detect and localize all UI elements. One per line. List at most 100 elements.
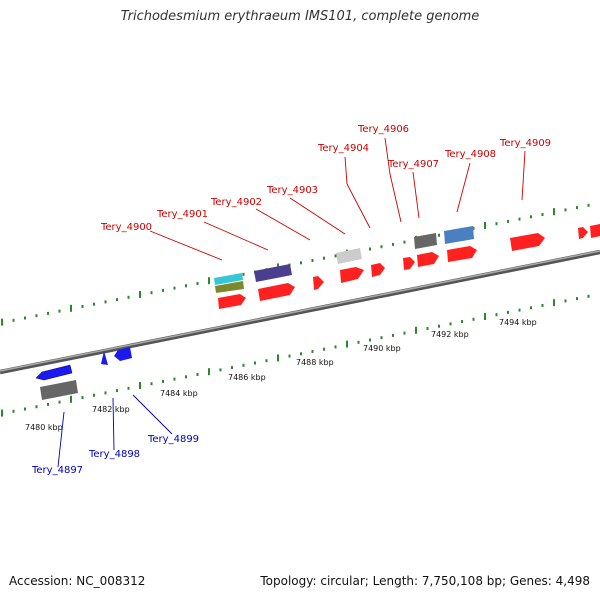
dotted-track-mark: [231, 366, 233, 370]
gene-arrow-tery-4909[interactable]: [510, 233, 545, 251]
gene-arrow-tery-4907[interactable]: [417, 252, 439, 267]
dotted-track-mark: [208, 368, 210, 376]
dotted-track-mark: [587, 203, 590, 207]
dotted-track-mark: [507, 219, 509, 223]
dotted-track-mark: [518, 217, 521, 221]
dotted-track-mark: [35, 405, 38, 409]
gene-feature-lightgrey-box: [336, 248, 362, 264]
reverse-genes: [35, 347, 132, 400]
dotted-track-mark: [587, 294, 590, 298]
dotted-track-mark: [392, 242, 394, 246]
dotted-track-mark: [242, 363, 245, 367]
dotted-track-mark: [530, 306, 532, 310]
dotted-track-mark: [58, 400, 61, 404]
gene-arrow-tery-4900[interactable]: [218, 294, 246, 309]
dotted-track-mark: [334, 254, 337, 258]
scale-tick-label: 7490 kbp: [363, 344, 401, 353]
gene-label[interactable]: Tery_4907: [387, 159, 439, 170]
dotted-track-mark: [300, 261, 302, 265]
dotted-track-mark: [47, 311, 49, 315]
gene-arrow-tery-4899[interactable]: [114, 347, 132, 361]
gene-arrow-tery-4908[interactable]: [447, 246, 477, 262]
dotted-track-mark: [139, 382, 141, 389]
genome-title: Trichodesmium erythraeum IMS101, complet…: [120, 9, 480, 24]
dotted-track-mark: [288, 354, 291, 358]
scale-tick-label: 7494 kbp: [499, 318, 537, 327]
dotted-track-mark: [196, 282, 199, 285]
dotted-track-mark: [564, 208, 567, 212]
gene-label[interactable]: Tery_4899: [147, 434, 199, 445]
dotted-track-mark: [35, 314, 38, 318]
dotted-track-mark: [162, 288, 164, 292]
gene-labels: Tery_4897 Tery_4898 Tery_4899 Tery_4900 …: [31, 124, 551, 476]
dotted-track-mark: [93, 302, 95, 306]
scale-tick-label: 7488 kbp: [296, 358, 334, 367]
scale-tick-label: 7484 kbp: [160, 389, 198, 398]
dotted-track-mark: [518, 308, 521, 312]
dotted-track-mark: [173, 286, 176, 290]
dotted-track-mark: [116, 298, 118, 302]
dotted-track-mark: [277, 354, 279, 362]
dotted-track-mark: [495, 222, 498, 226]
gene-arrow-partial-right[interactable]: [578, 227, 588, 239]
gene-label[interactable]: Tery_4906: [357, 124, 409, 135]
dotted-track-mark: [300, 352, 302, 356]
dotted-track-mark: [150, 382, 153, 386]
gene-arrow-tery-4904[interactable]: [371, 263, 385, 277]
gene-label[interactable]: Tery_4900: [100, 222, 152, 233]
dotted-track-mark: [12, 318, 15, 322]
genome-summary-text: Topology: circular; Length: 7,750,108 bp…: [260, 574, 590, 588]
gene-label[interactable]: Tery_4909: [499, 138, 551, 149]
dotted-track-mark: [127, 295, 130, 299]
dotted-track-mark: [70, 395, 72, 403]
gene-arrow-tery-4897[interactable]: [35, 364, 73, 381]
dotted-track-mark: [196, 373, 199, 376]
dotted-track-mark: [392, 333, 394, 337]
dotted-track-mark: [449, 322, 452, 326]
gene-feature-cyan-box: [214, 273, 243, 285]
gene-arrow-tery-4902[interactable]: [313, 276, 324, 290]
genome-backbone: [0, 249, 600, 375]
dotted-track-mark: [81, 305, 84, 308]
dotted-track-mark: [323, 347, 325, 351]
dotted-track-mark: [116, 389, 118, 393]
dotted-track-mark: [507, 310, 509, 314]
dotted-track-mark: [219, 368, 222, 372]
dotted-track-mark: [70, 304, 72, 312]
gene-feature-purple-box: [254, 264, 292, 282]
dotted-track-mark: [24, 407, 26, 411]
dotted-track-mark: [311, 259, 314, 262]
gene-label[interactable]: Tery_4898: [88, 449, 140, 460]
gene-label[interactable]: Tery_4903: [266, 185, 318, 196]
dotted-track-mark: [357, 340, 360, 344]
genome-backbone-highlight: [0, 250, 600, 372]
dotted-track-mark: [104, 300, 107, 304]
dotted-track-mark: [127, 386, 130, 390]
dotted-track-mark: [484, 313, 486, 320]
gene-label[interactable]: Tery_4897: [31, 465, 83, 476]
dotted-track-mark: [162, 379, 164, 383]
dotted-track-mark: [553, 299, 555, 307]
gene-arrow-partial-right-2[interactable]: [590, 224, 600, 238]
gene-label[interactable]: Tery_4902: [210, 197, 262, 208]
gene-arrow-tery-4901[interactable]: [258, 283, 295, 301]
gene-arrow-tery-4898[interactable]: [101, 351, 108, 365]
scale-tick-label: 7486 kbp: [228, 373, 266, 382]
gene-label[interactable]: Tery_4908: [444, 149, 496, 160]
dotted-track-mark: [541, 213, 544, 216]
dotted-track-mark: [208, 277, 210, 285]
gene-feature-darkgrey-box: [414, 233, 437, 249]
forward-genes: [214, 224, 600, 309]
gene-arrow-tery-4906[interactable]: [403, 257, 415, 270]
dotted-track-mark: [139, 291, 141, 298]
scale-tick-label: 7480 kbp: [25, 423, 63, 432]
dotted-track-mark: [58, 309, 61, 313]
gene-label[interactable]: Tery_4904: [317, 143, 369, 154]
gene-label[interactable]: Tery_4901: [156, 209, 208, 220]
dotted-track-mark: [461, 320, 463, 324]
dotted-track-mark: [564, 299, 567, 303]
dotted-track-mark: [369, 338, 371, 342]
gene-arrow-tery-4903[interactable]: [340, 267, 364, 283]
dotted-track-mark: [472, 226, 475, 230]
dotted-track-mark: [380, 336, 383, 340]
